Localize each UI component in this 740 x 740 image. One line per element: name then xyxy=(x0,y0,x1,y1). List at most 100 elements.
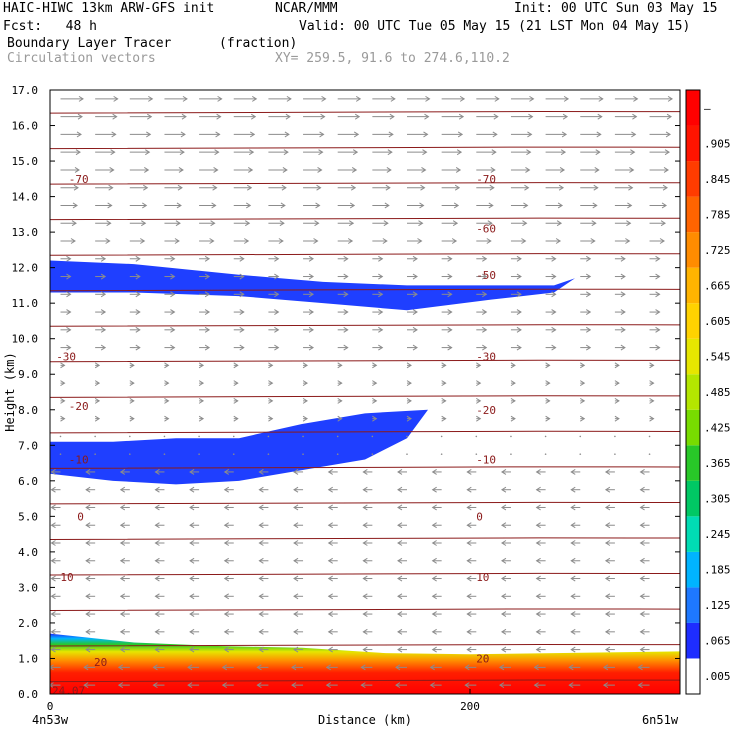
circulation-vector xyxy=(510,220,528,227)
circulation-vector xyxy=(233,397,239,404)
circulation-vector xyxy=(580,95,604,102)
circulation-vector xyxy=(649,167,669,173)
circulation-vector xyxy=(362,540,373,546)
circulation-vector xyxy=(233,95,258,102)
circulation-vector xyxy=(164,255,176,262)
colorbar-label: .485 xyxy=(704,386,731,399)
circulation-vector xyxy=(614,113,638,120)
circulation-vector xyxy=(614,273,626,280)
circulation-vector xyxy=(337,220,355,227)
circulation-vector xyxy=(303,113,326,120)
circulation-vector xyxy=(535,540,546,546)
circulation-vector xyxy=(580,291,592,298)
circulation-vector xyxy=(639,557,650,564)
circulation-vector xyxy=(85,557,96,564)
circulation-vector xyxy=(604,593,615,600)
circulation-vector xyxy=(50,557,61,564)
vector-point xyxy=(579,453,582,455)
circulation-vector xyxy=(614,167,635,173)
circulation-vector xyxy=(649,113,672,120)
circulation-vector xyxy=(510,362,516,369)
circulation-vector xyxy=(189,540,200,546)
circulation-vector xyxy=(362,575,373,582)
colorbar-label: – xyxy=(704,102,711,115)
circulation-vector xyxy=(189,469,200,475)
circulation-vector xyxy=(545,113,569,120)
circulation-vector xyxy=(164,202,182,209)
circulation-vector xyxy=(50,646,61,653)
circulation-vector xyxy=(337,344,349,351)
circulation-vector xyxy=(337,131,360,138)
circulation-vector xyxy=(164,95,188,102)
circulation-vector xyxy=(545,326,557,333)
circulation-vector xyxy=(535,593,546,600)
circulation-vector xyxy=(580,326,592,333)
circulation-vector xyxy=(604,628,615,635)
circulation-vector xyxy=(501,540,511,546)
circulation-vector xyxy=(199,95,223,102)
vector-point xyxy=(59,435,62,438)
circulation-vector xyxy=(129,202,148,209)
vector-point xyxy=(475,453,478,455)
circulation-vector xyxy=(431,486,442,493)
circulation-vector xyxy=(614,415,620,422)
circulation-vector xyxy=(639,646,650,653)
circulation-vector xyxy=(545,397,551,404)
colorbar-label: .125 xyxy=(704,599,731,612)
circulation-vector xyxy=(233,415,239,422)
colorbar-cell xyxy=(686,480,700,517)
vector-point xyxy=(94,453,96,455)
circulation-vector xyxy=(580,273,592,280)
colorbar-cell xyxy=(686,445,700,481)
colorbar-cell xyxy=(686,90,700,126)
circulation-vector xyxy=(60,149,81,156)
circulation-vector xyxy=(223,540,234,546)
circulation-vector xyxy=(199,131,221,138)
circulation-vector xyxy=(268,220,285,227)
circulation-vector xyxy=(154,646,165,653)
circulation-vector xyxy=(154,611,165,617)
circulation-vector xyxy=(545,309,557,315)
circulation-vector xyxy=(372,362,378,369)
colorbar-cell xyxy=(686,196,700,233)
circulation-vector xyxy=(337,273,349,280)
circulation-vector xyxy=(362,611,373,617)
circulation-vector xyxy=(533,664,546,671)
circulation-vector xyxy=(303,220,320,227)
circulation-vector xyxy=(568,664,581,671)
y-tick-label: 12.0 xyxy=(12,262,39,275)
circulation-vector xyxy=(60,255,72,262)
circulation-vector xyxy=(164,113,187,120)
temperature-contour xyxy=(50,111,680,114)
colorbar-label: .725 xyxy=(704,244,731,257)
circulation-vector xyxy=(164,131,186,138)
vector-point xyxy=(336,453,339,455)
field-name: Boundary Layer Tracer xyxy=(7,36,172,51)
circulation-vector xyxy=(199,291,211,298)
y-tick-label: 8.0 xyxy=(18,404,38,417)
vectors-label: Circulation vectors xyxy=(7,51,156,66)
y-tick-label: 6.0 xyxy=(18,475,38,488)
vector-point xyxy=(232,453,235,455)
circulation-vector xyxy=(604,540,615,546)
circulation-vector xyxy=(119,628,130,635)
circulation-vector xyxy=(407,202,425,209)
circulation-vector xyxy=(602,682,615,689)
circulation-vector xyxy=(476,95,500,102)
circulation-vector xyxy=(268,131,290,138)
circulation-vector xyxy=(649,149,670,156)
circulation-vector xyxy=(476,149,497,156)
circulation-vector xyxy=(466,611,477,617)
circulation-vector xyxy=(223,486,234,493)
circulation-vector xyxy=(152,664,165,671)
temperature-contour xyxy=(50,217,680,221)
model-title: HAIC-HIWC 13km ARW-GFS init xyxy=(3,1,215,16)
circulation-vector xyxy=(258,540,269,546)
circulation-vector xyxy=(223,628,234,635)
circulation-vector xyxy=(614,149,636,156)
circulation-vector xyxy=(431,611,442,617)
circulation-vector xyxy=(233,220,251,227)
contour-label: 24.07 xyxy=(52,684,85,697)
circulation-vector xyxy=(441,202,460,209)
circulation-vector xyxy=(327,646,338,653)
